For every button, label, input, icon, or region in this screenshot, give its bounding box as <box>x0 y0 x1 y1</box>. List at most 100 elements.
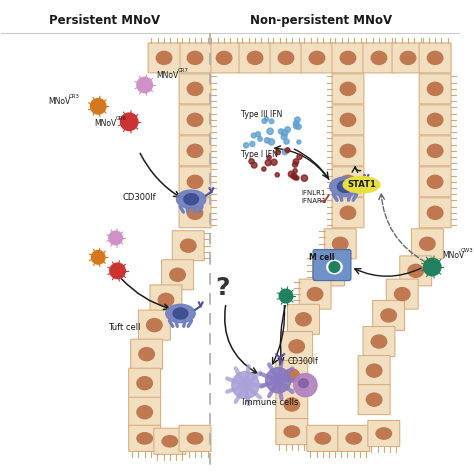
Text: CW3: CW3 <box>461 248 474 253</box>
FancyBboxPatch shape <box>179 198 211 228</box>
Ellipse shape <box>296 313 311 326</box>
Ellipse shape <box>187 113 203 127</box>
Ellipse shape <box>187 51 203 64</box>
Ellipse shape <box>187 82 203 95</box>
Circle shape <box>110 263 125 279</box>
Circle shape <box>258 137 262 141</box>
Text: STAT1: STAT1 <box>347 180 376 189</box>
Text: Type I IFN: Type I IFN <box>241 150 278 159</box>
FancyBboxPatch shape <box>419 136 451 166</box>
Ellipse shape <box>247 51 263 64</box>
Ellipse shape <box>428 144 443 157</box>
FancyBboxPatch shape <box>332 105 364 135</box>
FancyBboxPatch shape <box>281 331 313 361</box>
Ellipse shape <box>340 144 356 157</box>
FancyBboxPatch shape <box>276 360 308 391</box>
Text: MNoV: MNoV <box>94 119 117 128</box>
Ellipse shape <box>173 308 188 319</box>
Circle shape <box>279 289 293 303</box>
FancyBboxPatch shape <box>154 428 186 455</box>
Text: ?: ? <box>215 276 229 301</box>
Circle shape <box>91 99 106 114</box>
Ellipse shape <box>366 393 382 406</box>
Circle shape <box>294 374 317 397</box>
Text: Type III IFN: Type III IFN <box>241 109 283 118</box>
FancyBboxPatch shape <box>301 43 333 73</box>
Circle shape <box>251 163 257 168</box>
Ellipse shape <box>146 319 162 332</box>
Ellipse shape <box>137 433 153 444</box>
FancyBboxPatch shape <box>373 301 405 330</box>
Circle shape <box>262 167 266 171</box>
FancyBboxPatch shape <box>332 167 364 197</box>
FancyBboxPatch shape <box>392 43 424 73</box>
Circle shape <box>250 141 255 146</box>
FancyBboxPatch shape <box>179 425 211 451</box>
Circle shape <box>232 372 259 399</box>
Ellipse shape <box>170 268 185 281</box>
Circle shape <box>297 154 302 159</box>
Circle shape <box>264 117 268 121</box>
Ellipse shape <box>332 237 348 250</box>
FancyBboxPatch shape <box>239 43 271 73</box>
Ellipse shape <box>371 335 387 348</box>
Circle shape <box>251 133 256 138</box>
FancyBboxPatch shape <box>179 105 211 135</box>
Circle shape <box>293 159 299 164</box>
Circle shape <box>275 173 279 177</box>
Ellipse shape <box>366 364 382 377</box>
FancyBboxPatch shape <box>287 304 319 334</box>
FancyBboxPatch shape <box>363 327 395 356</box>
Circle shape <box>244 143 249 148</box>
FancyBboxPatch shape <box>162 260 193 290</box>
Circle shape <box>262 119 267 124</box>
Circle shape <box>293 124 299 129</box>
FancyBboxPatch shape <box>270 43 302 73</box>
Ellipse shape <box>137 406 153 419</box>
Ellipse shape <box>156 51 172 64</box>
Circle shape <box>423 258 441 276</box>
Circle shape <box>137 77 153 93</box>
FancyBboxPatch shape <box>138 310 170 340</box>
Circle shape <box>301 175 308 181</box>
Ellipse shape <box>340 51 356 64</box>
Circle shape <box>255 132 261 137</box>
Circle shape <box>293 176 297 180</box>
FancyBboxPatch shape <box>332 74 364 104</box>
Circle shape <box>285 148 290 153</box>
Ellipse shape <box>419 237 435 250</box>
FancyBboxPatch shape <box>419 43 451 73</box>
Text: CD300lf: CD300lf <box>288 357 319 366</box>
Ellipse shape <box>315 433 330 444</box>
FancyBboxPatch shape <box>276 419 308 445</box>
Circle shape <box>249 159 254 164</box>
Ellipse shape <box>289 340 304 353</box>
Ellipse shape <box>216 51 232 64</box>
FancyBboxPatch shape <box>179 167 211 197</box>
FancyBboxPatch shape <box>313 250 351 281</box>
FancyBboxPatch shape <box>129 425 161 451</box>
Ellipse shape <box>428 82 443 95</box>
Circle shape <box>293 169 297 173</box>
Ellipse shape <box>408 264 423 277</box>
Text: Non-persistent MNoV: Non-persistent MNoV <box>250 14 392 27</box>
Ellipse shape <box>187 433 203 444</box>
FancyBboxPatch shape <box>299 279 331 309</box>
Circle shape <box>278 129 283 134</box>
Ellipse shape <box>187 175 203 188</box>
Circle shape <box>295 176 299 180</box>
Circle shape <box>293 121 299 126</box>
Ellipse shape <box>340 113 356 127</box>
Ellipse shape <box>337 181 353 192</box>
Ellipse shape <box>158 293 173 307</box>
Text: IFNLR1
IFNAR1: IFNLR1 IFNAR1 <box>301 190 327 204</box>
FancyBboxPatch shape <box>324 229 356 259</box>
FancyBboxPatch shape <box>131 339 163 369</box>
FancyBboxPatch shape <box>313 256 345 286</box>
Ellipse shape <box>381 309 396 322</box>
Ellipse shape <box>176 190 206 209</box>
Text: MNoV: MNoV <box>48 97 70 106</box>
FancyBboxPatch shape <box>363 43 395 73</box>
Ellipse shape <box>321 264 337 277</box>
Circle shape <box>281 134 287 140</box>
